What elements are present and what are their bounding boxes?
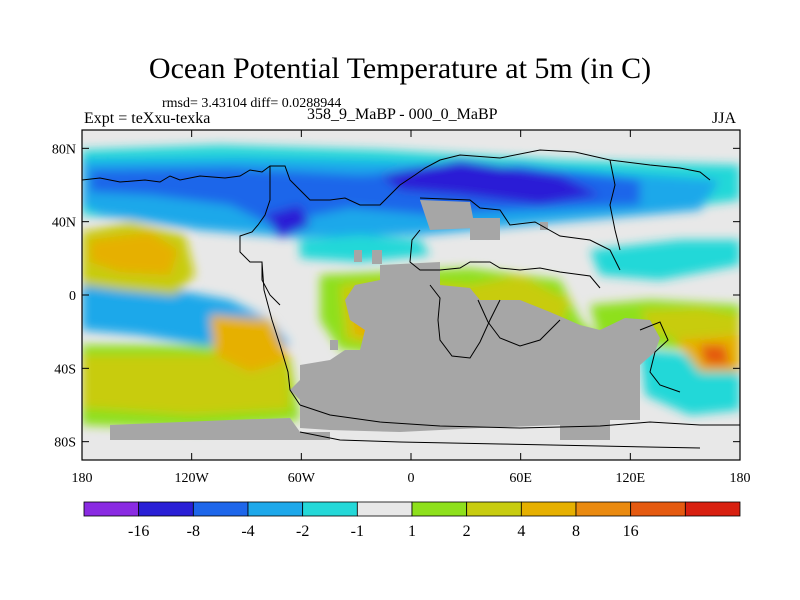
anomaly-darkblue-west — [265, 205, 310, 238]
missing-data — [110, 200, 660, 440]
anomaly-cyan-mid — [300, 235, 430, 262]
grey-landmass-south — [290, 262, 660, 432]
colorbar-swatch — [192, 501, 249, 517]
grey-strip-south — [110, 418, 330, 440]
x-tick-label: 120W — [175, 471, 210, 486]
coastline-east-block — [419, 197, 621, 271]
colorbar-swatch — [138, 501, 194, 517]
experiment-label: Expt = teXxu-texka — [84, 110, 211, 127]
coastlines — [82, 149, 740, 449]
coastline-far-south-2 — [299, 431, 701, 449]
coastline-middle — [409, 229, 601, 289]
x-tick-label: 0 — [408, 471, 415, 486]
anomaly-darkblue-north — [380, 160, 600, 205]
colorbar-swatch — [247, 501, 304, 517]
colorbar-swatch — [466, 501, 522, 517]
grey-block-north-2 — [470, 218, 500, 240]
colorbar-label: -1 — [351, 523, 364, 540]
coastline-west-south — [261, 261, 301, 406]
y-tick-label: 80S — [54, 436, 76, 451]
anomaly-red-southeast — [700, 345, 730, 365]
season-label: JJA — [712, 110, 737, 127]
grey-cell-4 — [330, 340, 338, 350]
colorbar-swatch — [575, 501, 632, 517]
x-tick-label: 120E — [616, 471, 646, 486]
coastline-northeast — [609, 159, 621, 251]
x-axis: 180 120W 60W 0 60E 120E 180 — [72, 130, 751, 486]
coastline-east-south — [477, 299, 561, 347]
colorbar-swatch — [411, 501, 468, 517]
colorbar-label: 2 — [463, 523, 471, 540]
colorbar-swatch — [302, 501, 358, 517]
anomaly-orange-pacific — [90, 232, 178, 275]
colorbar-swatch — [630, 501, 686, 517]
y-tick-label: 0 — [69, 289, 76, 304]
anomaly-orange-south — [210, 315, 290, 372]
coastline-north — [82, 149, 711, 206]
grey-cell-3 — [372, 250, 382, 264]
y-axis: 80N 40N 0 40S 80S — [52, 142, 740, 451]
colorbar: -16 -8 -4 -2 -1 1 2 4 8 16 — [83, 501, 741, 540]
colorbar-swatch — [520, 501, 577, 517]
colorbar-swatch — [83, 501, 140, 517]
y-tick-label: 80N — [52, 142, 76, 157]
colorbar-label: 16 — [623, 523, 639, 540]
x-tick-label: 180 — [72, 471, 93, 486]
grey-cell-2 — [354, 250, 362, 262]
colorbar-label: -2 — [296, 523, 309, 540]
plot-title: Ocean Potential Temperature at 5m (in C) — [148, 52, 652, 85]
colorbar-label: 1 — [408, 523, 416, 540]
map-plot-area — [82, 130, 740, 460]
x-tick-label: 60W — [288, 471, 316, 486]
anomaly-cyan-east — [590, 240, 740, 280]
subtitle-label: 358_9_MaBP - 000_0_MaBP — [307, 106, 498, 123]
colorbar-swatch — [356, 501, 413, 517]
colorbar-swatch — [684, 501, 741, 517]
colorbar-label: -8 — [187, 523, 200, 540]
anomaly-yellow-east — [640, 308, 740, 345]
colorbar-label: -4 — [241, 523, 254, 540]
grey-patch-east — [560, 420, 610, 440]
x-tick-label: 60E — [509, 471, 532, 486]
coastline-center — [429, 284, 501, 359]
anomaly-yellow-south — [82, 355, 290, 415]
colorbar-label: 4 — [517, 523, 525, 540]
y-tick-label: 40S — [54, 362, 76, 377]
coastline-southeast — [639, 321, 681, 393]
stats-label: rmsd= 3.43104 diff= 0.0288944 — [162, 96, 342, 111]
y-tick-label: 40N — [52, 216, 76, 231]
colorbar-label: -16 — [128, 523, 149, 540]
x-tick-label: 180 — [730, 471, 751, 486]
grey-block-north — [420, 200, 475, 230]
grey-cell-1 — [540, 222, 548, 230]
coastline-far-south — [299, 404, 740, 429]
colorbar-label: 8 — [572, 523, 580, 540]
